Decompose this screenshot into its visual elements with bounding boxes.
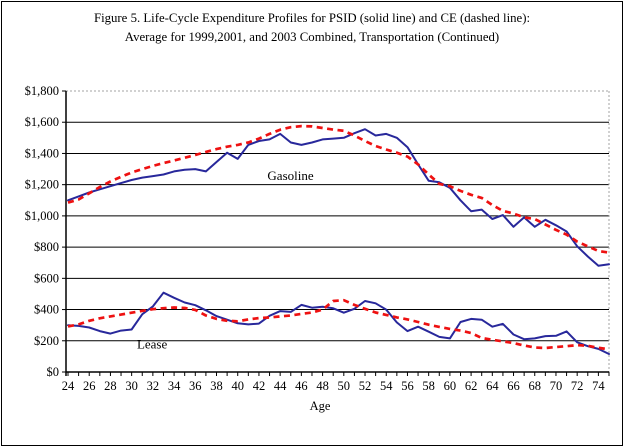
figure-title-line2: Average for 1999,2001, and 2003 Combined… [124, 30, 500, 44]
x-tick-label: 52 [359, 379, 372, 393]
x-tick-label: 70 [550, 379, 563, 393]
y-tick-label: $400 [34, 303, 59, 317]
x-tick-label: 50 [338, 379, 351, 393]
x-tick-label: 46 [295, 379, 308, 393]
x-tick-label: 30 [125, 379, 138, 393]
x-tick-label: 38 [210, 379, 223, 393]
x-tick-label: 42 [253, 379, 266, 393]
figure-title-line1: Figure 5. Life-Cycle Expenditure Profile… [93, 11, 531, 25]
y-tick-label: $200 [34, 334, 59, 348]
plot-label-lease: Lease [137, 337, 168, 352]
x-tick-label: 44 [274, 379, 287, 393]
x-tick-label: 36 [189, 379, 202, 393]
x-tick-label: 54 [380, 379, 393, 393]
x-tick-label: 26 [83, 379, 96, 393]
figure-title: Figure 5. Life-Cycle Expenditure Profile… [0, 9, 624, 47]
x-tick-label: 40 [231, 379, 244, 393]
x-tick-label: 28 [104, 379, 117, 393]
x-tick-label: 58 [422, 379, 435, 393]
x-tick-label: 32 [147, 379, 160, 393]
x-tick-label: 60 [444, 379, 457, 393]
y-tick-label: $600 [34, 271, 59, 285]
series-line-lease-psid [67, 291, 610, 355]
y-tick-label: $1,400 [25, 146, 59, 160]
series-line-gasoline-psid [67, 128, 610, 267]
series-line-lease-ce [67, 298, 610, 351]
x-tick-label: 68 [528, 379, 541, 393]
x-tick-label: 48 [316, 379, 329, 393]
y-tick-label: $0 [47, 365, 60, 379]
y-tick-label: $1,000 [25, 209, 59, 223]
x-tick-label: 34 [168, 379, 181, 393]
x-tick-label: 74 [592, 379, 605, 393]
x-tick-label: 66 [507, 379, 520, 393]
x-tick-label: 72 [571, 379, 584, 393]
y-tick-label: $1,200 [25, 178, 59, 192]
y-tick-label: $1,800 [25, 84, 59, 98]
x-tick-label: 56 [401, 379, 414, 393]
series-line-gasoline-ce [67, 124, 610, 254]
x-tick-label: 24 [62, 379, 75, 393]
x-tick-label: 64 [486, 379, 499, 393]
plot-label-gasoline: Gasoline [267, 168, 313, 183]
x-tick-label: 62 [465, 379, 478, 393]
y-tick-label: $1,600 [25, 115, 59, 129]
y-tick-label: $800 [34, 240, 59, 254]
x-axis-title: Age [310, 399, 331, 413]
